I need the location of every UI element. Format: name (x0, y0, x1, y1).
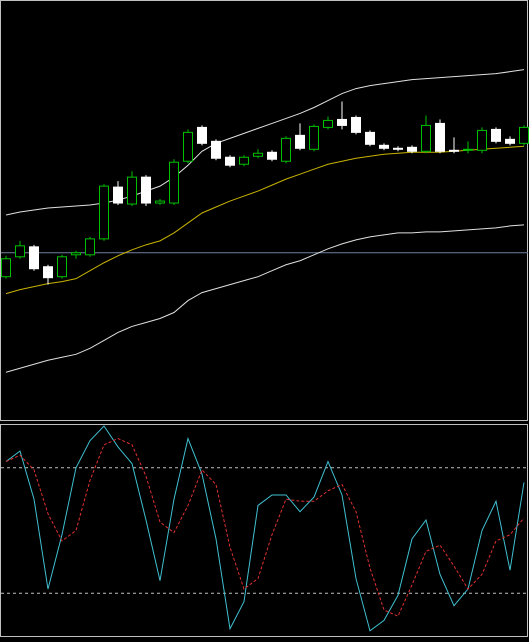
candle-body (477, 129, 487, 151)
band-line (5, 145, 525, 295)
candle-body (281, 137, 291, 162)
candle-body (253, 152, 263, 157)
candle-body (43, 266, 53, 279)
oscillator-line (5, 437, 525, 617)
candle-body (449, 149, 459, 152)
candle-body (211, 140, 221, 159)
candle-body (491, 128, 501, 142)
candle-body (239, 156, 249, 165)
candle-body (225, 156, 235, 166)
candle-body (435, 122, 445, 152)
candle-body (337, 118, 347, 126)
candle-body (351, 116, 361, 133)
candle-body (463, 148, 473, 151)
candle-body (141, 176, 151, 204)
candle-body (169, 161, 179, 204)
candle-body (113, 186, 123, 204)
band-line (5, 69, 525, 216)
candle-body (295, 134, 305, 149)
oscillator-panel-frame (0, 424, 528, 637)
candle-body (15, 245, 25, 258)
candle-body (57, 256, 67, 278)
candle-body (365, 131, 375, 145)
candle-body (309, 125, 319, 150)
candle-body (1, 258, 11, 278)
candle-body (197, 126, 207, 144)
candle-body (505, 138, 515, 144)
candle-body (267, 151, 277, 160)
candle-body (71, 252, 81, 256)
candle-body (421, 124, 431, 152)
band-line (5, 224, 525, 373)
oscillator-line (5, 425, 525, 632)
candle-body (29, 246, 39, 270)
candle-body (519, 126, 529, 144)
candle-body (323, 119, 333, 128)
candle-body (379, 144, 389, 149)
candle-body (155, 200, 165, 204)
price-panel-frame (0, 0, 528, 421)
candle-body (85, 238, 95, 256)
candle-body (99, 185, 109, 240)
candle-body (393, 147, 403, 150)
candle-body (183, 131, 193, 162)
candle-body (127, 176, 137, 205)
candle-body (407, 146, 417, 152)
